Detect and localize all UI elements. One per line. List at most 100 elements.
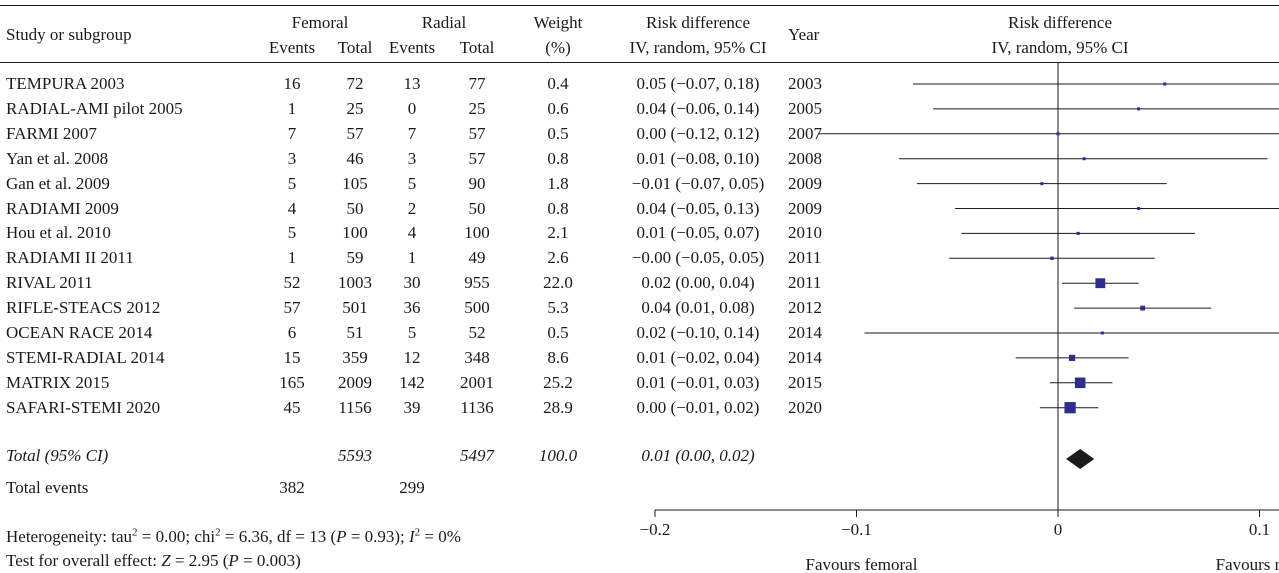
- risk-difference-cell: 0.05 (−0.07, 0.18): [636, 74, 760, 93]
- study-square: [1140, 305, 1146, 311]
- femoral-events-cell: 7: [287, 123, 297, 143]
- femoral-total-cell: 25: [346, 98, 364, 118]
- study-name: OCEAN RACE 2014: [6, 323, 153, 342]
- femoral-total-cell: 59: [346, 248, 364, 268]
- total-femoral-events: 382: [279, 478, 305, 497]
- risk-difference-cell: −0.00 (−0.05, 0.05): [631, 248, 765, 268]
- femoral-events-cell: 5: [287, 173, 297, 193]
- study-square: [1082, 157, 1086, 161]
- radial-total-cell: 49: [468, 248, 486, 268]
- x-axis-tick-label: −0.2: [640, 520, 671, 539]
- risk-difference-cell: 0.01 (−0.05, 0.07): [636, 223, 760, 243]
- study-name: TEMPURA 2003: [6, 74, 125, 93]
- weight-cell: 22.0: [543, 273, 573, 293]
- header-weight-unit: (%): [545, 38, 571, 57]
- year-cell: 2014: [788, 323, 822, 342]
- header-bottom-rule: [0, 62, 1279, 63]
- femoral-total-cell: 50: [346, 198, 364, 218]
- year-cell: 2009: [788, 173, 822, 193]
- risk-difference-cell: 0.04 (−0.05, 0.13): [636, 198, 760, 218]
- weight-cell: 5.3: [547, 298, 569, 318]
- radial-events-cell: 5: [407, 323, 417, 342]
- study-square: [1050, 256, 1054, 260]
- femoral-events-cell: 1: [287, 98, 297, 118]
- header-study: Study or subgroup: [6, 25, 132, 44]
- year-cell: 2008: [788, 148, 822, 168]
- total-label: Total (95% CI): [6, 446, 109, 465]
- femoral-events-cell: 1: [287, 248, 297, 268]
- risk-difference-cell: 0.04 (−0.06, 0.14): [636, 98, 760, 118]
- total-radial-events: 299: [399, 478, 425, 497]
- favours-radial-label: Favours radial: [1216, 555, 1279, 573]
- study-square: [1137, 107, 1141, 111]
- femoral-events-cell: 15: [283, 347, 301, 367]
- weight-cell: 0.4: [547, 74, 569, 93]
- radial-events-cell: 7: [407, 123, 417, 143]
- x-axis-tick-label: −0.1: [841, 520, 872, 539]
- header-radial-total: Total: [459, 38, 495, 57]
- radial-total-cell: 500: [464, 298, 490, 318]
- radial-events-cell: 2: [407, 198, 417, 218]
- radial-events-cell: 12: [403, 347, 421, 367]
- year-cell: 2015: [788, 372, 822, 392]
- pooled-diamond: [1066, 449, 1095, 469]
- femoral-events-cell: 16: [283, 74, 301, 93]
- risk-difference-cell: 0.02 (0.00, 0.04): [641, 273, 755, 293]
- femoral-events-cell: 5: [287, 223, 297, 243]
- study-square: [1076, 231, 1080, 235]
- header-year: Year: [788, 25, 820, 44]
- femoral-events-cell: 52: [283, 273, 301, 293]
- radial-total-cell: 50: [468, 198, 486, 218]
- study-square: [1095, 278, 1106, 289]
- radial-events-cell: 142: [399, 372, 425, 392]
- risk-difference-cell: −0.01 (−0.07, 0.05): [631, 173, 765, 193]
- study-name: FARMI 2007: [6, 123, 97, 143]
- weight-cell: 0.5: [547, 323, 569, 342]
- weight-cell: 0.6: [547, 98, 569, 118]
- header-radial: Radial: [421, 13, 467, 32]
- weight-cell: 28.9: [543, 397, 573, 417]
- femoral-events-cell: 6: [287, 323, 297, 342]
- radial-total-cell: 77: [468, 74, 486, 93]
- heterogeneity-text: Heterogeneity: tau2 = 0.00; chi2 = 6.36,…: [6, 526, 461, 546]
- year-cell: 2011: [788, 248, 822, 268]
- study-square: [1163, 82, 1167, 86]
- study-name: Gan et al. 2009: [6, 173, 110, 193]
- risk-difference-cell: 0.01 (−0.08, 0.10): [636, 148, 760, 168]
- study-square: [1069, 354, 1076, 361]
- femoral-events-cell: 4: [287, 198, 297, 218]
- x-axis-tick-label: 0.1: [1249, 520, 1270, 539]
- year-cell: 2005: [788, 98, 822, 118]
- plot-method: IV, random, 95% CI: [991, 38, 1129, 57]
- risk-difference-cell: 0.00 (−0.01, 0.02): [636, 397, 760, 417]
- radial-events-cell: 1: [407, 248, 417, 268]
- study-square: [1137, 207, 1141, 210]
- radial-events-cell: 0: [407, 98, 417, 118]
- study-name: Yan et al. 2008: [6, 148, 109, 168]
- total-femoral-total: 5593: [338, 446, 372, 465]
- study-square: [1040, 182, 1044, 186]
- radial-events-cell: 3: [407, 148, 417, 168]
- header-radial-events: Events: [388, 38, 436, 57]
- weight-cell: 0.8: [547, 148, 569, 168]
- risk-difference-cell: 0.02 (−0.10, 0.14): [636, 323, 760, 342]
- femoral-events-cell: 57: [283, 298, 301, 318]
- radial-total-cell: 25: [468, 98, 486, 118]
- radial-events-cell: 5: [407, 173, 417, 193]
- femoral-total-cell: 72: [346, 74, 364, 93]
- overall-effect-text: Test for overall effect: Z = 2.95 (P = 0…: [6, 551, 301, 570]
- femoral-total-cell: 1156: [338, 397, 372, 417]
- femoral-total-cell: 57: [346, 123, 364, 143]
- weight-cell: 0.5: [547, 123, 569, 143]
- weight-cell: 25.2: [543, 372, 573, 392]
- study-name: RIVAL 2011: [6, 273, 93, 293]
- study-square: [1056, 132, 1060, 136]
- header-femoral-events: Events: [268, 38, 316, 57]
- plot-title: Risk difference: [1007, 13, 1113, 32]
- year-cell: 2003: [788, 74, 822, 93]
- header-risk-difference-method: IV, random, 95% CI: [629, 38, 767, 57]
- radial-total-cell: 57: [468, 148, 486, 168]
- year-cell: 2009: [788, 198, 822, 218]
- radial-events-cell: 30: [403, 273, 421, 293]
- total-radial-total: 5497: [460, 446, 494, 465]
